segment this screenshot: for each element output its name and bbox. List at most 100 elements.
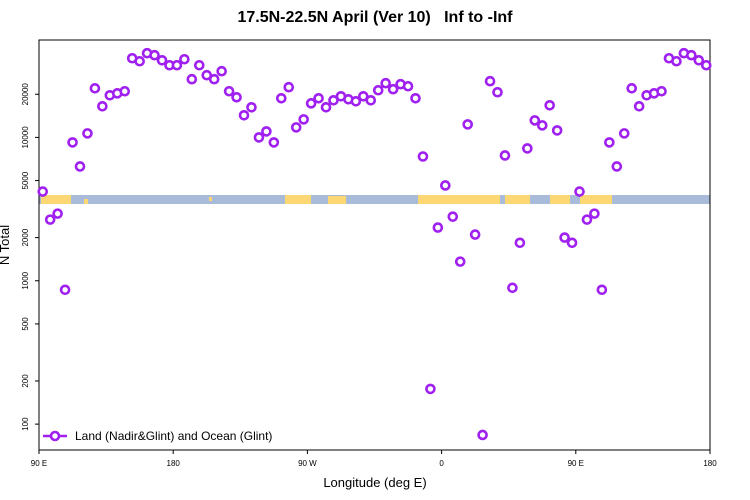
y-tick-label: 2000: [21, 228, 30, 246]
data-point: [268, 137, 280, 148]
data-point: [37, 186, 49, 197]
data-point: [566, 237, 578, 249]
data-point: [671, 55, 682, 67]
data-point: [559, 232, 570, 243]
data-point: [380, 77, 391, 89]
data-point: [589, 208, 600, 219]
y-tick-label: 500: [21, 317, 30, 331]
data-point: [67, 137, 78, 148]
x-axis-label: Longitude (deg E): [323, 475, 426, 490]
data-point: [246, 101, 257, 113]
data-point: [253, 132, 265, 143]
data-point: [611, 161, 623, 172]
land-band: [550, 195, 570, 204]
land-band: [209, 197, 212, 201]
x-tick-label: 90 E: [568, 459, 584, 468]
data-point: [208, 73, 220, 85]
data-point: [238, 110, 250, 121]
data-point: [59, 284, 71, 296]
x-tick-label: 90 W: [298, 459, 317, 468]
data-point: [201, 69, 213, 81]
y-tick-label: 1000: [21, 271, 30, 289]
chart-title: 17.5N-22.5N April (Ver 10) Inf to -Inf: [237, 9, 513, 26]
data-point: [529, 115, 541, 126]
data-point: [261, 126, 272, 137]
data-point: [290, 122, 302, 133]
legend-marker: [49, 430, 61, 442]
data-point: [52, 208, 63, 219]
data-point: [298, 114, 309, 125]
data-point: [231, 91, 242, 103]
data-point: [596, 284, 608, 296]
data-point: [656, 85, 667, 97]
data-point: [492, 86, 503, 98]
data-point: [633, 101, 645, 112]
data-point: [618, 128, 630, 139]
data-point: [350, 95, 362, 107]
plot-frame: [38, 39, 711, 451]
x-tick-label: 180: [703, 459, 717, 468]
data-point: [313, 92, 324, 104]
land-band: [418, 195, 500, 204]
data-point: [119, 85, 131, 97]
land-band: [505, 195, 530, 204]
data-point: [551, 125, 563, 136]
data-point: [477, 429, 488, 441]
data-point: [149, 49, 160, 61]
data-point: [484, 75, 496, 87]
data-point: [686, 49, 697, 61]
y-tick-label: 20000: [21, 83, 30, 106]
data-point: [544, 99, 556, 111]
x-tick-label: 0: [439, 459, 444, 468]
land-band: [84, 199, 88, 204]
data-point: [44, 214, 56, 225]
land-band: [41, 195, 71, 204]
land-band: [285, 195, 311, 204]
data-point: [581, 214, 593, 225]
data-point: [365, 94, 377, 106]
data-point: [514, 237, 526, 249]
data-point: [440, 180, 451, 191]
data-point: [462, 119, 473, 130]
data-point: [193, 59, 205, 71]
data-point: [156, 54, 168, 66]
data-point: [693, 54, 705, 66]
data-point: [402, 80, 414, 92]
legend-label: Land (Nadir&Glint) and Ocean (Glint): [75, 429, 272, 443]
x-tick-label: 90 E: [31, 459, 47, 468]
y-tick-label: 100: [21, 417, 30, 431]
land-ocean-strip: [39, 195, 710, 204]
data-point: [522, 143, 533, 154]
data-point: [216, 65, 227, 77]
y-tick-label: 10000: [21, 126, 30, 149]
data-point: [454, 256, 466, 267]
data-point: [97, 101, 108, 112]
data-point: [499, 150, 511, 161]
data-point: [134, 55, 145, 67]
data-point: [74, 161, 86, 172]
data-point: [223, 85, 235, 97]
data-point: [283, 81, 295, 93]
data-point: [171, 59, 183, 71]
land-band: [580, 195, 612, 204]
y-axis-label: N Total: [0, 225, 12, 265]
data-point: [179, 53, 190, 65]
data-point: [447, 211, 459, 222]
ocean-band: [39, 195, 710, 204]
data-point: [410, 92, 421, 104]
data-point: [186, 73, 198, 85]
data-point: [536, 120, 548, 131]
data-point: [425, 383, 436, 395]
data-point: [89, 83, 101, 94]
land-band: [328, 196, 346, 204]
data-point: [276, 92, 287, 104]
data-point: [417, 151, 429, 162]
data-point: [432, 222, 444, 233]
y-tick-label: 200: [21, 374, 30, 388]
data-point: [469, 229, 481, 240]
data-point: [507, 282, 518, 294]
data-point: [320, 101, 332, 113]
data-point: [700, 59, 712, 71]
data-point: [305, 98, 317, 109]
